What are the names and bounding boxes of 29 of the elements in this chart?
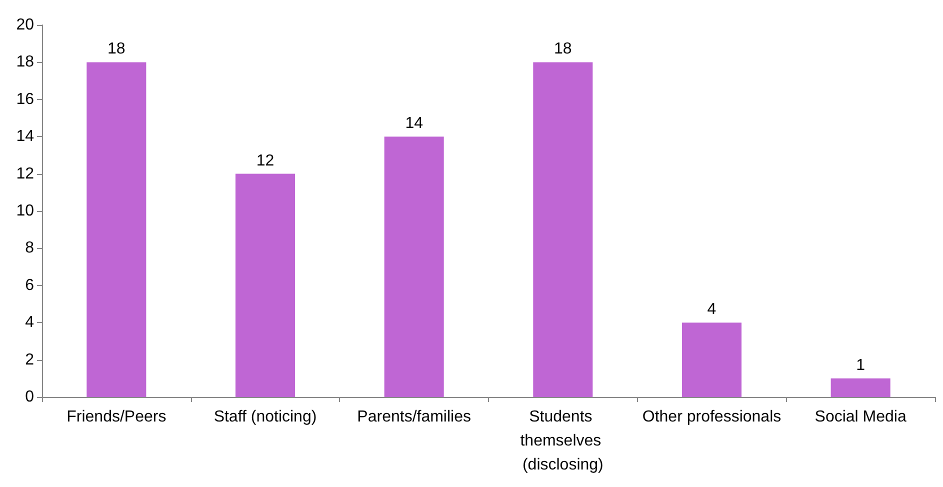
y-tick-label: 8: [25, 240, 34, 257]
bar: [533, 62, 593, 397]
y-tick-label: 16: [16, 90, 34, 108]
y-tick-label: 0: [25, 388, 34, 406]
y-tick-label: 6: [25, 276, 34, 294]
x-tick-label: Friends/Peers: [66, 408, 166, 426]
data-label: 18: [108, 40, 126, 58]
bar: [235, 174, 296, 397]
x-tick-label: Students themselves (disclosing): [520, 408, 606, 474]
bar: [86, 62, 146, 397]
y-tick-label: 10: [16, 202, 34, 220]
bar: [384, 136, 444, 397]
y-tick-label: 20: [16, 16, 34, 34]
y-tick-label: 12: [16, 165, 34, 182]
x-tick-label: Other professionals: [642, 408, 782, 426]
data-label: 4: [707, 301, 716, 318]
y-tick-label: 18: [16, 54, 34, 71]
y-tick-label: 14: [16, 128, 34, 146]
x-tick-label: Parents/families: [357, 408, 471, 426]
data-label: 12: [256, 152, 274, 170]
bar: [682, 322, 742, 397]
bar: [830, 378, 890, 397]
data-label: 14: [405, 115, 424, 132]
data-label: 1: [856, 356, 866, 374]
y-tick-label: 4: [25, 314, 34, 332]
y-tick-label: 2: [25, 351, 34, 368]
x-tick-label: Social Media: [814, 408, 906, 426]
data-label: 18: [554, 40, 572, 58]
x-tick-label: Staff (noticing): [214, 408, 317, 426]
